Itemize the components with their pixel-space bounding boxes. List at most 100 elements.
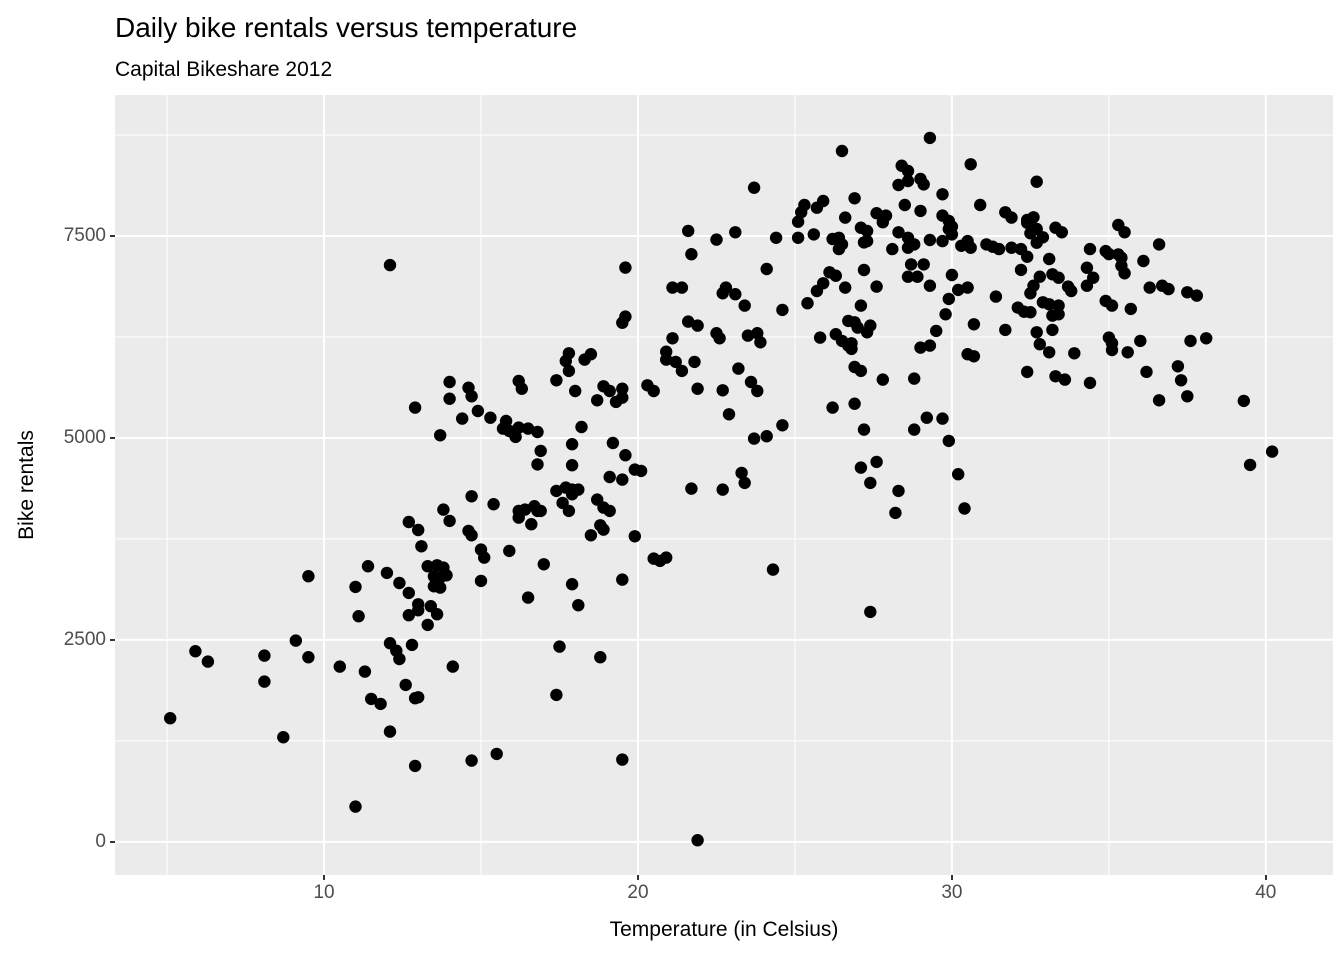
data-point — [616, 753, 629, 766]
data-point — [550, 484, 563, 498]
data-point — [531, 458, 544, 471]
data-point — [1043, 346, 1056, 359]
data-point — [691, 319, 704, 332]
data-point — [1024, 227, 1037, 240]
data-point — [751, 384, 764, 398]
data-point — [914, 204, 927, 218]
data-point — [616, 382, 629, 395]
data-point — [412, 523, 425, 537]
data-point — [358, 665, 372, 678]
data-point — [716, 384, 729, 397]
data-point — [1137, 254, 1150, 268]
data-point — [302, 570, 315, 583]
data-point — [365, 692, 378, 706]
data-point — [857, 423, 871, 436]
data-point — [892, 178, 905, 192]
x-tick-label: 30 — [941, 882, 963, 903]
data-point — [1181, 286, 1194, 299]
data-point — [854, 299, 868, 312]
data-point — [829, 269, 842, 282]
data-point — [1049, 370, 1062, 383]
data-point — [691, 382, 704, 395]
data-point — [1105, 299, 1119, 312]
data-point — [575, 420, 588, 434]
data-point — [923, 233, 937, 247]
data-point — [534, 504, 547, 518]
data-point — [710, 233, 723, 246]
data-point — [908, 372, 921, 385]
data-point — [597, 523, 610, 536]
data-point — [719, 281, 733, 294]
data-point — [967, 318, 981, 331]
data-point — [666, 281, 679, 294]
data-point — [446, 660, 459, 673]
data-point — [1083, 376, 1097, 390]
data-point — [534, 444, 547, 458]
data-point — [565, 488, 579, 501]
data-point — [813, 331, 827, 344]
data-point — [669, 355, 682, 369]
data-point — [349, 800, 362, 813]
data-point — [405, 638, 419, 652]
data-point — [1174, 374, 1188, 387]
data-point — [1265, 445, 1279, 458]
data-point — [870, 280, 883, 293]
data-point — [456, 412, 469, 425]
data-point — [562, 504, 576, 518]
data-point — [660, 551, 673, 564]
data-point — [939, 308, 952, 321]
data-point — [616, 573, 629, 586]
data-point — [769, 231, 783, 244]
data-point — [917, 258, 930, 271]
data-point — [889, 506, 902, 520]
data-point — [945, 268, 959, 282]
data-point — [958, 502, 971, 515]
x-tick-label: 10 — [313, 882, 335, 903]
data-point — [383, 258, 397, 272]
data-point — [810, 201, 824, 214]
data-point — [1052, 271, 1065, 284]
data-point — [550, 688, 563, 702]
data-point — [380, 566, 394, 580]
x-axis-title: Temperature (in Celsius) — [609, 918, 839, 941]
data-point — [860, 224, 874, 238]
data-point — [374, 697, 387, 711]
data-point — [942, 222, 955, 236]
data-point — [691, 834, 704, 847]
y-tick-mark — [110, 638, 115, 641]
data-point — [1033, 338, 1046, 351]
data-point — [572, 599, 585, 612]
data-point — [302, 651, 315, 664]
data-point — [1052, 308, 1065, 321]
data-point — [1152, 394, 1166, 407]
data-point — [747, 181, 761, 194]
data-point — [801, 297, 814, 310]
data-point — [1030, 175, 1043, 188]
data-point — [901, 174, 915, 188]
data-point — [930, 324, 943, 338]
data-point — [277, 731, 290, 744]
data-point — [1118, 226, 1131, 239]
data-point — [1152, 238, 1166, 251]
data-point — [860, 326, 874, 339]
x-tick-label: 40 — [1255, 882, 1277, 903]
data-point — [484, 411, 497, 424]
data-point — [688, 355, 701, 369]
data-point — [430, 608, 444, 621]
data-point — [760, 262, 773, 276]
data-point — [744, 375, 758, 389]
data-point — [189, 645, 202, 658]
data-point — [716, 483, 729, 496]
data-point — [1080, 279, 1094, 292]
data-point — [839, 211, 852, 224]
data-point — [1243, 458, 1257, 472]
data-point — [936, 234, 949, 248]
data-point — [1080, 261, 1094, 274]
data-point — [860, 234, 874, 248]
data-point — [509, 430, 522, 444]
x-tick-mark — [1264, 875, 1267, 880]
data-point — [606, 436, 620, 450]
data-point — [616, 316, 629, 329]
data-point — [421, 618, 434, 632]
